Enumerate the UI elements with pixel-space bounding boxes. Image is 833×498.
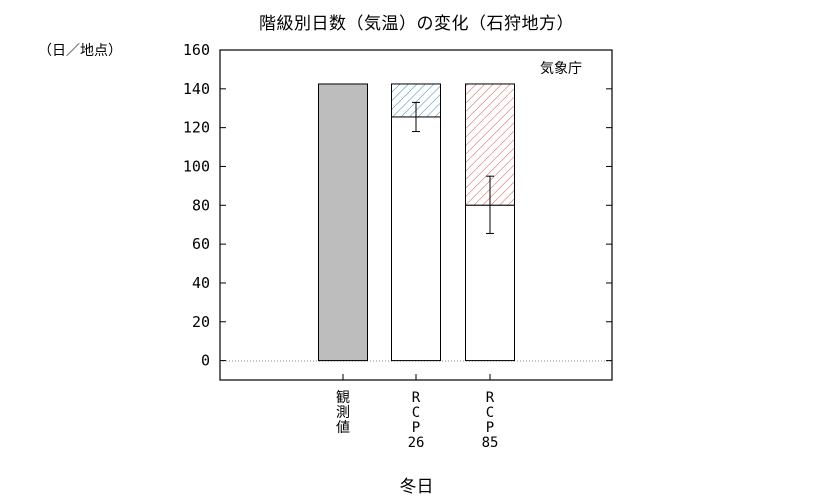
category-label: P bbox=[412, 420, 420, 436]
y-tick-label: 0 bbox=[201, 352, 210, 370]
category-label: 26 bbox=[408, 435, 425, 451]
bar-series bbox=[318, 83, 515, 362]
y-tick-label: 100 bbox=[183, 157, 210, 175]
bar-observed bbox=[318, 83, 368, 362]
y-unit-label: （日／地点） bbox=[38, 43, 122, 59]
y-tick-label: 20 bbox=[192, 313, 210, 331]
y-tick-label: 40 bbox=[192, 274, 210, 292]
y-tick-label: 160 bbox=[183, 41, 210, 59]
y-tick-label: 140 bbox=[183, 80, 210, 98]
category-label: R bbox=[412, 390, 421, 406]
category-label: 85 bbox=[482, 435, 499, 451]
category-label: 観 bbox=[336, 389, 350, 406]
category-label: 値 bbox=[336, 420, 350, 436]
bar-future-rcp26 bbox=[391, 116, 441, 362]
y-tick-label: 120 bbox=[183, 119, 210, 137]
category-label: C bbox=[412, 405, 420, 421]
category-label: P bbox=[486, 420, 494, 436]
y-tick-label: 80 bbox=[192, 196, 210, 214]
chart-title: 階級別日数（気温）の変化（石狩地方） bbox=[259, 14, 574, 34]
y-axis: 0 20 40 60 80 100 120 140 160 bbox=[183, 41, 612, 370]
x-axis-title: 冬日 bbox=[399, 477, 434, 497]
source-label: 気象庁 bbox=[540, 61, 582, 77]
category-label: 測 bbox=[336, 405, 350, 421]
category-label: C bbox=[486, 405, 494, 421]
y-tick-label: 60 bbox=[192, 235, 210, 253]
category-label: R bbox=[486, 390, 495, 406]
